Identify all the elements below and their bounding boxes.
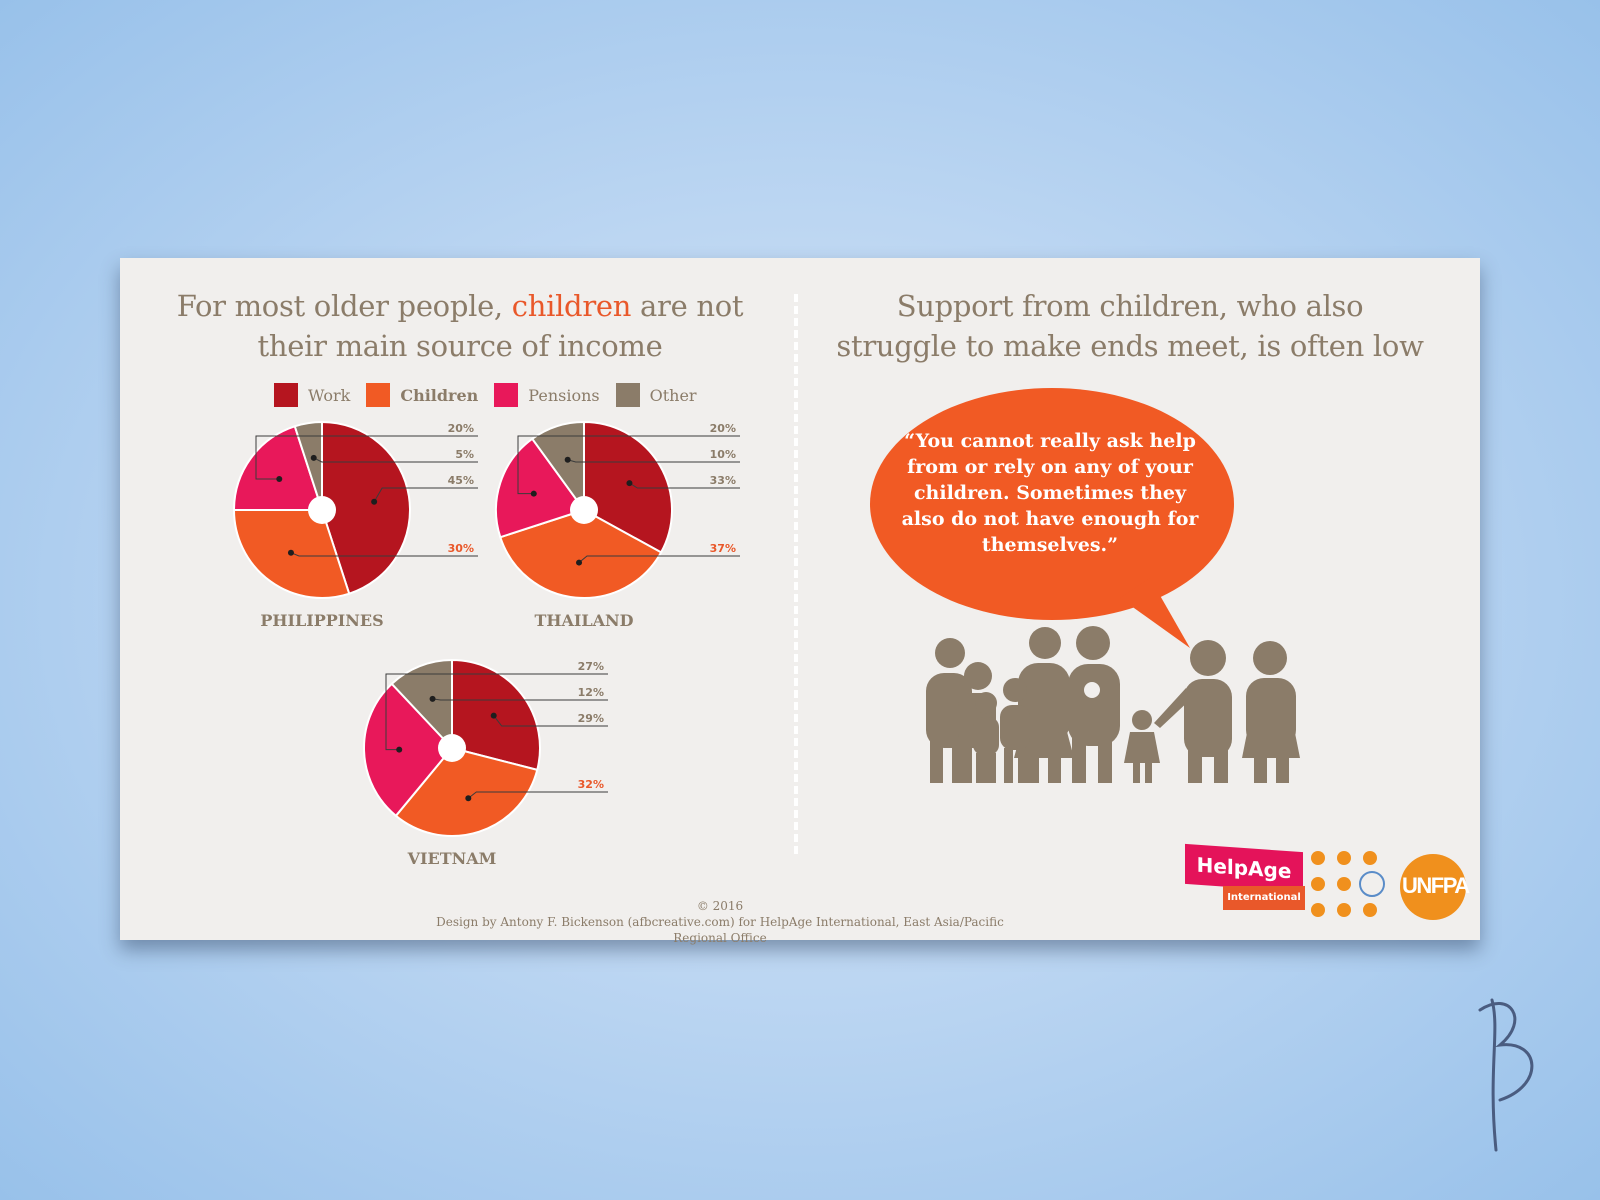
legend-item-children: Children	[366, 383, 478, 407]
right-heading-line2: struggle to make ends meet, is often low	[836, 329, 1424, 363]
speech-bubble	[870, 388, 1234, 648]
pct-label-pensions: 20%	[448, 422, 474, 435]
legend-item-pensions: Pensions	[494, 383, 600, 407]
leader-dot	[576, 559, 583, 566]
chart-legend: Work Children Pensions Other	[274, 381, 713, 409]
signature-mark	[1478, 998, 1534, 1152]
country-label: THAILAND	[534, 611, 633, 630]
leader-dot	[276, 475, 283, 482]
legend-label: Pensions	[528, 385, 600, 405]
legend-swatch	[494, 383, 519, 407]
pie-slice-other	[293, 420, 323, 511]
legend-item-other: Other	[615, 383, 697, 407]
pie-slice-other	[530, 420, 585, 514]
leader-dot	[371, 498, 378, 505]
leader-line	[468, 791, 608, 799]
leader-dot	[396, 746, 403, 753]
family-people-icon	[926, 626, 1300, 783]
country-label: VIETNAM	[407, 849, 497, 868]
leader-line	[373, 487, 478, 502]
leader-dot	[310, 454, 317, 461]
legend-label: Other	[649, 385, 697, 405]
pct-label-other: 12%	[578, 686, 604, 699]
pct-label-work: 45%	[448, 474, 474, 487]
leader-dot	[530, 490, 537, 497]
copyright: © 2016	[696, 899, 744, 913]
leader-line	[517, 435, 740, 495]
helpage-logo: HelpAge International	[1185, 843, 1305, 912]
legend-label: Work	[308, 385, 351, 405]
right-heading: Support from children, who also struggle…	[810, 286, 1450, 366]
left-heading: For most older people, children are not …	[160, 286, 760, 366]
leader-dot	[490, 712, 497, 719]
credit-line: Design by Antony F. Bickenson (afbcreati…	[436, 915, 1004, 945]
right-heading-line1: Support from children, who also	[896, 289, 1364, 323]
pie-center-hole	[438, 734, 466, 762]
leader-line	[385, 673, 608, 751]
pie-slice-work	[321, 420, 411, 595]
pie-center-hole	[308, 496, 336, 524]
leader-line	[255, 435, 478, 480]
leader-line	[313, 457, 478, 463]
leader-dot	[287, 549, 294, 556]
legend-swatch	[274, 383, 298, 407]
helpage-logo-sub: International	[1223, 886, 1305, 910]
left-heading-part: For most older people,	[176, 289, 503, 323]
left-heading-part: are not	[640, 289, 744, 323]
unfpa-logo	[1400, 854, 1466, 920]
pie-slice-other	[390, 658, 453, 751]
legend-swatch	[615, 383, 640, 407]
helpage-logo-text: HelpAge	[1185, 843, 1303, 893]
pct-label-children: 30%	[448, 542, 474, 555]
unfpa-logo-text: UNFPA	[1402, 873, 1470, 898]
unfpa-dots-icon	[1311, 851, 1385, 917]
leader-dot	[564, 456, 571, 463]
pie-center-hole	[570, 496, 598, 524]
left-heading-accent: children	[511, 289, 632, 323]
pct-label-children: 37%	[710, 542, 736, 555]
infographic-card: For most older people, children are not …	[120, 258, 1480, 945]
leader-dot	[626, 480, 633, 487]
leader-line	[629, 482, 740, 489]
country-label: PHILIPPINES	[260, 611, 383, 630]
left-heading-line2: their main source of income	[257, 329, 663, 363]
leader-dot	[429, 695, 436, 702]
pct-label-other: 10%	[710, 448, 736, 461]
leader-dot	[465, 795, 472, 802]
pct-label-other: 5%	[455, 448, 474, 461]
legend-swatch	[366, 383, 391, 407]
pie-charts: 20% 5% 45% 30% PHILIPPINES 20% 10% 33% 37% THAILA…	[232, 420, 740, 868]
quote-illustration	[870, 388, 1300, 783]
leader-line	[578, 555, 740, 563]
dashed-divider	[794, 294, 798, 854]
legend-label: Children	[400, 385, 479, 405]
pct-label-pensions: 20%	[710, 422, 736, 435]
legend-item-work: Work	[274, 383, 350, 407]
pct-label-work: 29%	[578, 712, 604, 725]
pie-slice-children	[394, 746, 539, 837]
footer: © 2016 Design by Antony F. Bickenson (af…	[420, 898, 1020, 946]
pie-slice-work	[583, 420, 673, 554]
quote-text: “You cannot really ask help from or rely…	[901, 430, 1199, 556]
pct-label-pensions: 27%	[578, 660, 604, 673]
pie-slice-pensions	[232, 425, 324, 511]
pie-slice-children	[499, 508, 663, 599]
pct-label-children: 32%	[578, 778, 604, 791]
pct-label-work: 33%	[710, 474, 736, 487]
leader-line	[493, 715, 608, 727]
